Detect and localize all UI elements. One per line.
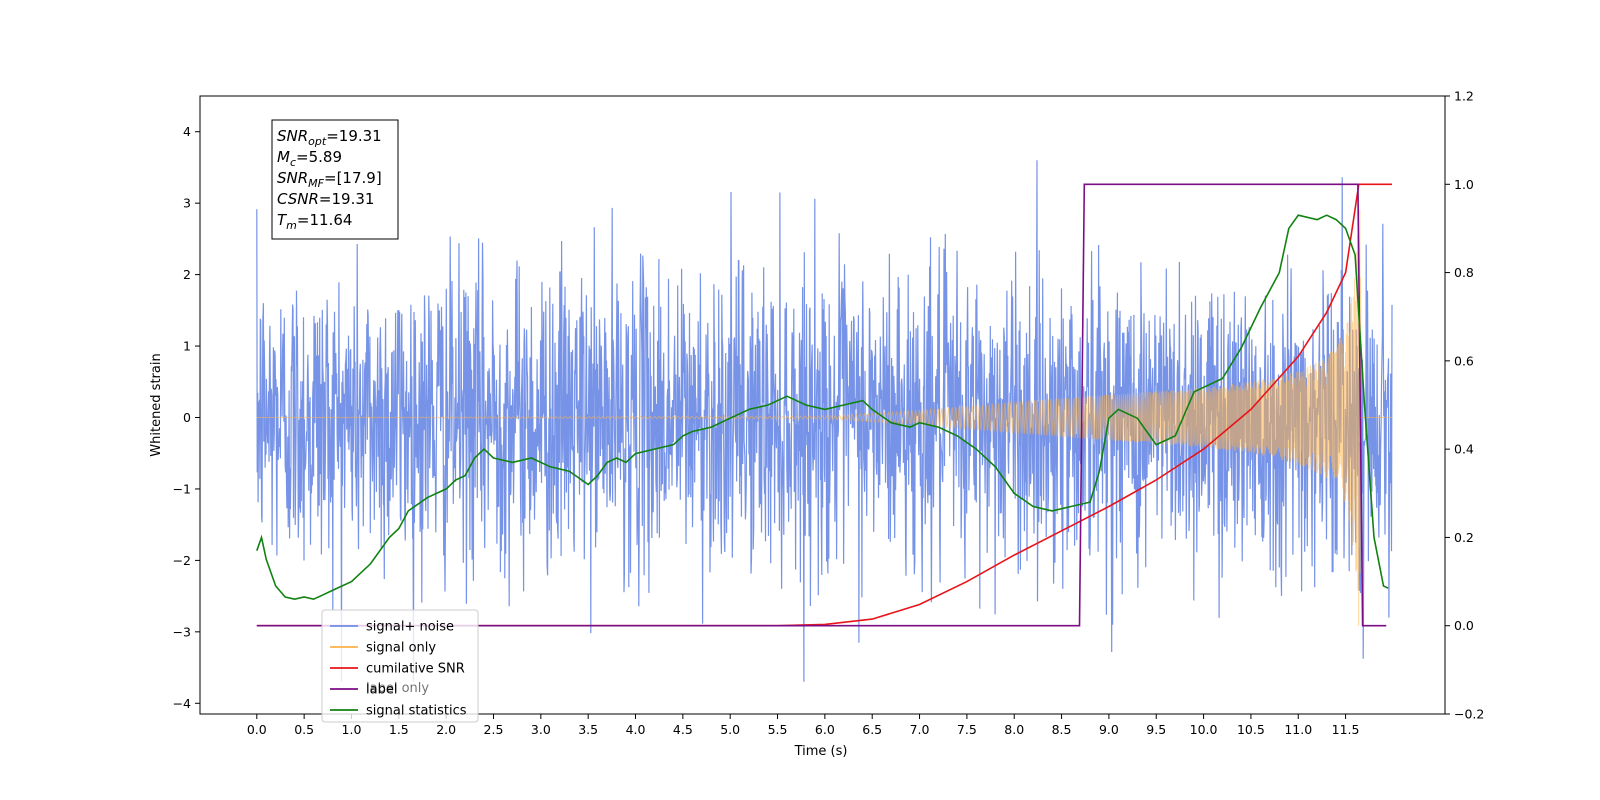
x-tick-label: 2.0 [436, 722, 456, 737]
y2-tick-label: 0.6 [1454, 353, 1474, 368]
x-tick-label: 8.5 [1052, 722, 1072, 737]
x-tick-label: 6.0 [815, 722, 835, 737]
plot-frame [199, 95, 1446, 715]
x-tick-label: 7.0 [910, 722, 930, 737]
series-signal-statistics [256, 214, 1389, 601]
plot-series [256, 160, 1393, 682]
y-tick-label: 2 [183, 267, 191, 282]
x-tick-label: 3.0 [531, 722, 551, 737]
legend-frame [321, 609, 479, 723]
x-tick-label: 10.0 [1190, 722, 1218, 737]
legend-faint-text: label only [366, 681, 429, 696]
info-line: Tm=11.64 [277, 211, 352, 232]
y-axis-right: −0.2 0.0 0.2 0.4 0.6 0.8 1.0 1.2 [1445, 89, 1484, 722]
info-annotation-box: SNRopt=19.31Mc=5.89SNRMF=[17.9]CSNR=19.3… [271, 119, 399, 240]
x-axis: 0.0 0.5 1.0 1.5 2.0 2.5 3.0 3.5 4.0 4.5 5.0 5.5 6.0 6… [247, 714, 1360, 737]
y2-tick-label: −0.2 [1454, 707, 1484, 722]
y2-tick-label: 0.0 [1454, 618, 1474, 633]
x-tick-label: 5.5 [768, 722, 788, 737]
y-axis-left: −4 −3 −2 −1 0 1 2 3 4 [173, 124, 200, 711]
info-box-frame [271, 119, 399, 240]
x-tick-label: 4.0 [626, 722, 646, 737]
x-tick-label: 6.5 [862, 722, 882, 737]
info-line: CSNR=19.31 [277, 190, 374, 208]
x-tick-label: 8.0 [1004, 722, 1024, 737]
series-label [256, 183, 1387, 627]
series-signal-only [256, 210, 1392, 626]
x-tick-label: 11.0 [1284, 722, 1312, 737]
y2-tick-label: 1.2 [1454, 89, 1474, 104]
legend-label: signal only [366, 641, 436, 656]
x-tick-label: 0.0 [247, 722, 267, 737]
series-cumulative-snr [256, 183, 1392, 627]
x-tick-label: 5.0 [720, 722, 740, 737]
y-tick-label: −3 [173, 624, 191, 639]
y2-tick-label: 1.0 [1454, 177, 1474, 192]
y-tick-label: 0 [183, 410, 191, 425]
x-tick-label: 1.5 [389, 722, 409, 737]
y-tick-label: 3 [183, 196, 191, 211]
x-tick-label: 0.5 [294, 722, 314, 737]
y2-tick-label: 0.2 [1454, 530, 1474, 545]
x-tick-label: 11.5 [1332, 722, 1360, 737]
x-tick-label: 2.5 [484, 722, 504, 737]
x-tick-label: 9.5 [1146, 722, 1166, 737]
y-tick-label: 4 [183, 124, 191, 139]
y-tick-label: −1 [173, 481, 191, 496]
y-axis-label: Whitened strain [149, 353, 164, 456]
info-line: SNRMF=[17.9] [277, 169, 382, 190]
y2-tick-label: 0.8 [1454, 265, 1474, 280]
info-line: Mc=5.89 [277, 148, 342, 169]
x-tick-label: 1.0 [342, 722, 362, 737]
x-axis-label: Time (s) [794, 744, 848, 759]
y-tick-label: −2 [173, 553, 191, 568]
x-tick-label: 4.5 [673, 722, 693, 737]
info-line: SNRopt=19.31 [277, 127, 382, 148]
x-tick-label: 9.0 [1099, 722, 1119, 737]
legend-label: label [366, 683, 397, 698]
legend-label: signal+ noise [366, 620, 454, 635]
legend: label only signal+ noise signal only cumila… [321, 609, 479, 723]
y-tick-label: −4 [173, 696, 191, 711]
y2-tick-label: 0.4 [1454, 442, 1474, 457]
x-tick-label: 7.5 [957, 722, 977, 737]
legend-label: signal statistics [366, 704, 467, 719]
y-tick-label: 1 [183, 339, 191, 354]
legend-label: cumilative SNR [366, 662, 465, 677]
x-tick-label: 3.5 [578, 722, 598, 737]
x-tick-label: 10.5 [1237, 722, 1265, 737]
